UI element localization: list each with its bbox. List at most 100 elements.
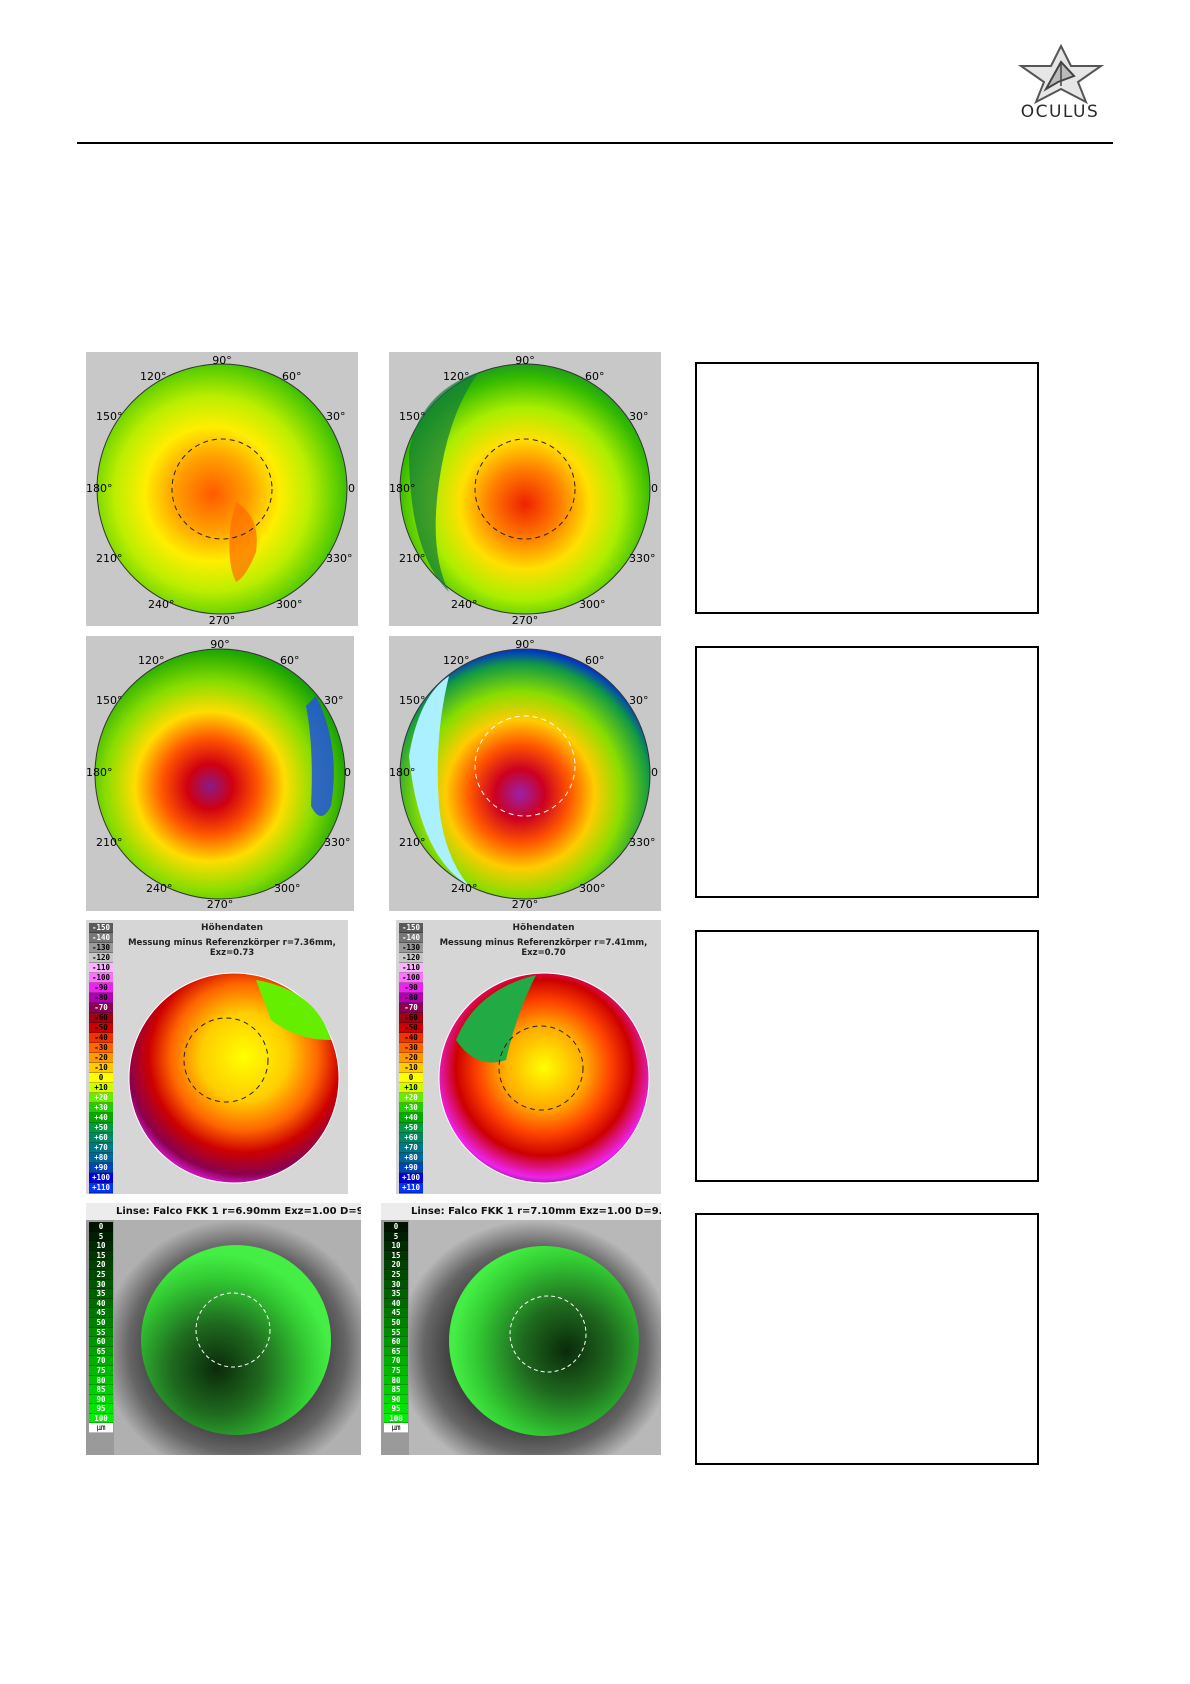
- scale-step: -40: [89, 1033, 113, 1043]
- axis-240-label: 240°: [148, 598, 175, 611]
- axis-180-label: 180°: [86, 766, 113, 779]
- scale-step: 35: [89, 1289, 113, 1299]
- scale-step: 90: [89, 1394, 113, 1405]
- scale-step: -60: [399, 1013, 423, 1023]
- scale-step: +110: [89, 1183, 113, 1193]
- scale-step: 30: [89, 1279, 113, 1290]
- scale-step: -120: [399, 953, 423, 963]
- scale-step: 0: [89, 1222, 113, 1232]
- axis-0-label: 0: [344, 766, 351, 779]
- axis-270-label: 270°: [512, 898, 539, 911]
- scale-step: 50: [384, 1317, 408, 1328]
- elevation-map-left: -150 -140 -130 -120 -110 -100 -90 -80 -70 -60 -50-…: [86, 920, 348, 1194]
- axis-180-label: 180°: [389, 766, 416, 779]
- axis-60-label: 60°: [585, 370, 605, 383]
- axis-90-label: 90°: [515, 638, 535, 651]
- scale-step: +30: [89, 1103, 113, 1113]
- axis-210-label: 210°: [399, 836, 426, 849]
- scale-step: 50: [89, 1317, 113, 1328]
- axis-210-label: 210°: [96, 552, 123, 565]
- comment-box-4: [695, 1213, 1039, 1465]
- scale-step: -150: [89, 923, 113, 933]
- scale-unit: µm: [89, 1423, 113, 1434]
- scale-step: 70: [89, 1356, 113, 1366]
- scale-step: 95: [384, 1404, 408, 1414]
- scale-step: +80: [399, 1153, 423, 1163]
- scale-step: 55: [89, 1327, 113, 1338]
- scale-step: +100: [399, 1173, 423, 1183]
- scale-step: -50: [399, 1023, 423, 1033]
- scale-step: -10: [399, 1063, 423, 1073]
- axis-300-label: 300°: [276, 598, 303, 611]
- scale-step: +30: [399, 1103, 423, 1113]
- scale-step: +120: [89, 1193, 113, 1194]
- scale-step: -140: [89, 933, 113, 943]
- topography-map-row2-right: 90° 60° 30° 0 330° 300° 270° 240° 210° 1…: [389, 636, 661, 911]
- axis-240-label: 240°: [146, 882, 173, 895]
- axis-240-label: 240°: [451, 598, 478, 611]
- scale-step: -130: [399, 943, 423, 953]
- elevation-title: Höhendaten: [201, 923, 263, 933]
- scale-step: +60: [399, 1133, 423, 1143]
- scale-step: 5: [89, 1231, 113, 1242]
- axis-60-label: 60°: [280, 654, 300, 667]
- scale-step: +50: [89, 1123, 113, 1133]
- elevation-subtitle: Messung minus Referenzkörper r=7.36mm, E…: [128, 938, 336, 958]
- scale-step: -70: [399, 1003, 423, 1013]
- scale-step: +120: [399, 1193, 423, 1194]
- scale-step: -20: [89, 1053, 113, 1063]
- scale-step: 25: [384, 1269, 408, 1280]
- scale-step: 45: [89, 1308, 113, 1318]
- axis-150-label: 150°: [96, 694, 123, 707]
- scale-step: 15: [384, 1250, 408, 1261]
- scale-step: 65: [89, 1346, 113, 1357]
- scale-step: +20: [399, 1093, 423, 1103]
- scale-step: 30: [384, 1279, 408, 1290]
- axis-330-label: 330°: [629, 552, 656, 565]
- scale-step: +110: [399, 1183, 423, 1193]
- fluorescein-image-left: Linse: Falco FKK 1 r=6.90mm Exz=1.00 D=9…: [86, 1203, 361, 1455]
- scale-step: -80: [399, 993, 423, 1003]
- scale-step: 55: [384, 1327, 408, 1338]
- scale-step: -120: [89, 953, 113, 963]
- axis-120-label: 120°: [138, 654, 165, 667]
- axis-300-label: 300°: [579, 598, 606, 611]
- axis-30-label: 30°: [326, 410, 346, 423]
- scale-step: +80: [89, 1153, 113, 1163]
- scale-step: +90: [399, 1163, 423, 1173]
- axis-330-label: 330°: [629, 836, 656, 849]
- elevation-subtitle: Messung minus Referenzkörper r=7.41mm, E…: [439, 938, 648, 958]
- scale-step: 5: [384, 1231, 408, 1242]
- scale-step: -140: [399, 933, 423, 943]
- scale-step: 10: [89, 1241, 113, 1251]
- scale-step: +60: [89, 1133, 113, 1143]
- axis-90-label: 90°: [212, 354, 232, 367]
- scale-step: 80: [384, 1375, 408, 1386]
- axis-150-label: 150°: [399, 410, 426, 423]
- scale-step: +20: [89, 1093, 113, 1103]
- scale-step: +70: [399, 1143, 423, 1153]
- scale-step: -100: [89, 973, 113, 983]
- axis-0-label: 0: [651, 766, 658, 779]
- scale-step: 15: [89, 1250, 113, 1261]
- axis-90-label: 90°: [210, 638, 230, 651]
- fluorescein-image-right: Linse: Falco FKK 1 r=7.10mm Exz=1.00 D=9…: [381, 1203, 661, 1455]
- axis-270-label: 270°: [207, 898, 234, 911]
- scale-step: -110: [399, 963, 423, 973]
- scale-step: 25: [89, 1269, 113, 1280]
- scale-step: -90: [399, 983, 423, 993]
- axis-0-label: 0: [651, 482, 658, 495]
- scale-step: -10: [89, 1063, 113, 1073]
- scale-step: 75: [89, 1365, 113, 1376]
- scale-step: 75: [384, 1365, 408, 1376]
- axis-30-label: 30°: [629, 694, 649, 707]
- scale-step: 85: [89, 1385, 113, 1395]
- header-rule: [77, 142, 1113, 144]
- axis-60-label: 60°: [585, 654, 605, 667]
- fluo-color-scale: 0 5 10 15 20 25 30 35 40 45 50 55 60 65 70 75 80 85 90 95 10…: [89, 1222, 113, 1434]
- topography-map-row1-left: 90° 60° 30° 0 330° 300° 270° 240° 210° 1…: [86, 352, 358, 626]
- scale-step: 0: [384, 1222, 408, 1232]
- scale-step: 10: [384, 1241, 408, 1251]
- axis-210-label: 210°: [96, 836, 123, 849]
- axis-300-label: 300°: [274, 882, 301, 895]
